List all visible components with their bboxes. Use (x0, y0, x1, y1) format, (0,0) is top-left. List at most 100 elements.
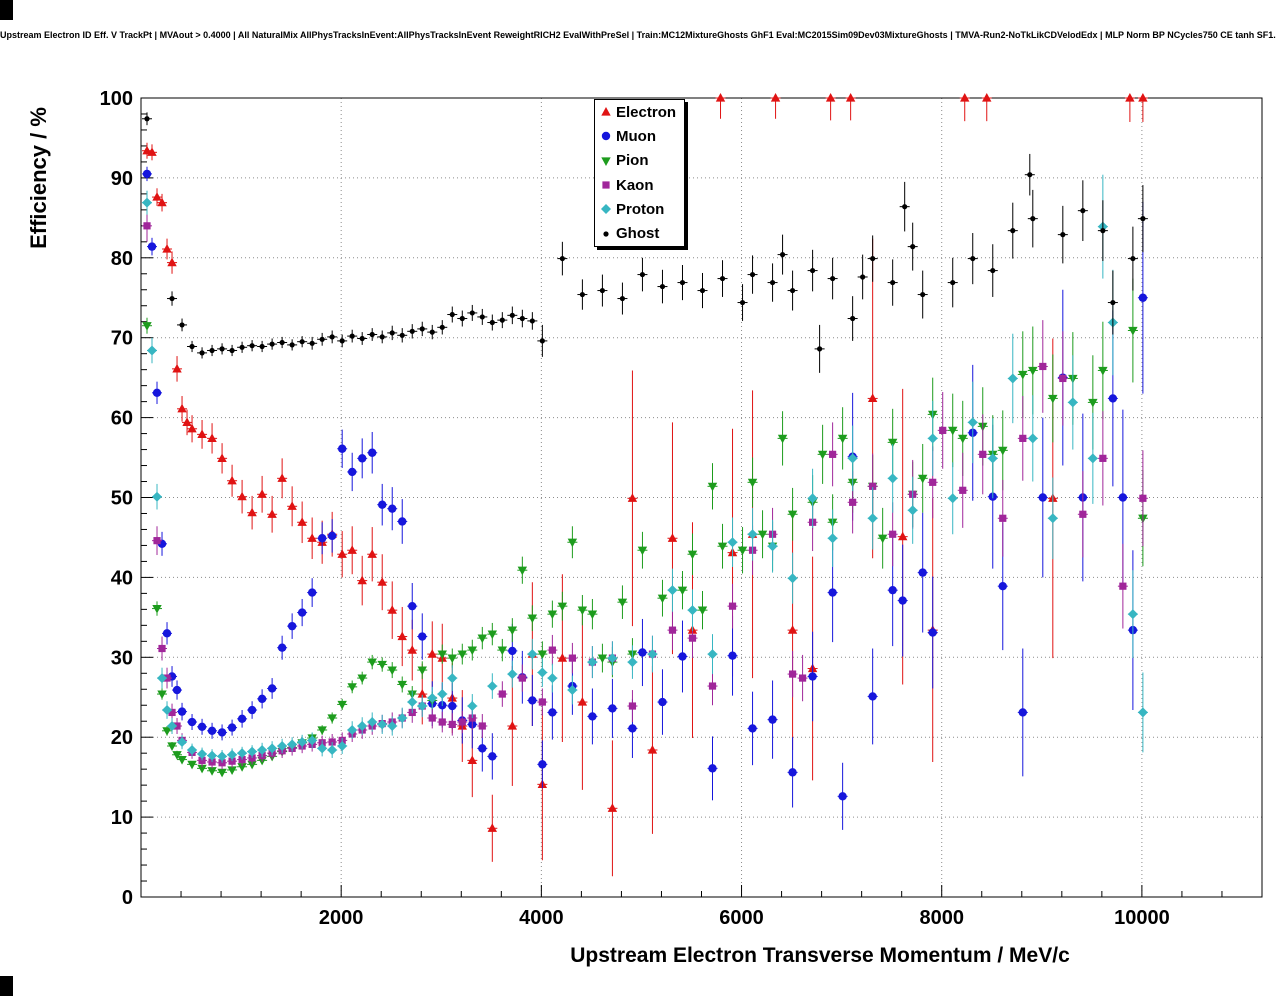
y-tick-label: 60 (111, 408, 133, 430)
data-point-marker (678, 652, 687, 661)
data-point-marker (507, 669, 518, 680)
data-point-marker (368, 448, 377, 457)
canvas-corner-artifact-bottom (0, 976, 13, 996)
kaon-marker-icon (602, 181, 610, 189)
data-point-marker (960, 93, 970, 102)
data-point-marker (267, 509, 277, 518)
data-point-marker (337, 700, 347, 710)
data-point-marker (467, 701, 478, 712)
canvas-corner-artifact-top (0, 0, 13, 20)
data-point-marker (699, 287, 706, 294)
data-point-marker (429, 329, 435, 335)
data-point-marker (378, 500, 387, 509)
data-point-marker (377, 719, 388, 730)
data-point-marker (838, 792, 847, 801)
data-point-marker (628, 724, 637, 733)
series-proton (142, 174, 1148, 763)
data-point-marker (619, 295, 626, 302)
legend-label: Pion (616, 152, 649, 170)
data-point-marker (1030, 216, 1036, 222)
data-point-marker (189, 343, 195, 350)
data-point-marker (601, 204, 611, 215)
data-point-marker (602, 181, 610, 189)
data-point-marker (697, 606, 708, 616)
data-point-marker (152, 192, 162, 201)
data-point-marker (1125, 93, 1135, 102)
data-point-marker (259, 343, 265, 350)
data-point-marker (439, 324, 445, 330)
data-point-marker (237, 491, 247, 501)
data-point-marker (1048, 394, 1058, 404)
data-point-marker (601, 157, 611, 166)
data-point-marker (437, 650, 447, 660)
data-point-marker (557, 602, 568, 612)
data-point-marker (1060, 232, 1066, 238)
data-point-marker (158, 644, 166, 653)
gridlines (141, 98, 1262, 897)
data-point-marker (157, 690, 167, 700)
data-point-marker (607, 653, 618, 664)
data-point-marker (179, 322, 185, 328)
data-point-marker (817, 346, 823, 352)
data-point-marker (617, 598, 628, 608)
data-point-marker (1027, 172, 1033, 178)
data-point-marker (498, 690, 506, 698)
data-point-marker (289, 342, 295, 348)
data-point-marker (627, 657, 638, 668)
data-point-marker (509, 312, 515, 318)
data-point-marker (357, 674, 367, 684)
y-tick-label: 10 (111, 807, 133, 829)
data-point-marker (152, 388, 162, 398)
data-point-marker (747, 478, 758, 488)
data-point-marker (267, 684, 277, 693)
data-point-marker (257, 694, 267, 704)
data-point-marker (1119, 582, 1127, 590)
data-point-marker (357, 721, 368, 732)
data-point-marker (917, 474, 928, 484)
data-point-marker (317, 726, 327, 736)
data-point-marker (837, 434, 848, 444)
data-point-marker (468, 714, 476, 722)
data-point-marker (668, 626, 677, 634)
data-point-marker (398, 517, 407, 526)
data-point-marker (897, 531, 908, 541)
data-point-marker (417, 701, 428, 712)
data-point-marker (173, 722, 181, 730)
data-point-marker (169, 295, 175, 302)
data-point-marker (478, 722, 486, 730)
data-point-marker (757, 530, 768, 540)
data-point-marker (770, 93, 781, 102)
data-point-marker (990, 267, 996, 274)
data-point-marker (519, 315, 525, 322)
data-point-marker (787, 625, 798, 634)
data-point-marker (708, 682, 717, 690)
data-point-marker (657, 594, 668, 604)
data-point-marker (547, 673, 558, 684)
data-point-marker (297, 517, 307, 526)
data-point-marker (428, 714, 436, 722)
data-point-marker (397, 680, 407, 690)
data-point-marker (528, 696, 537, 705)
data-point-marker (787, 510, 798, 520)
data-point-marker (1018, 708, 1027, 717)
data-point-marker (958, 434, 968, 444)
y-axis-title: Efficiency / % (26, 107, 51, 249)
data-point-marker (347, 467, 357, 477)
data-point-marker (527, 649, 538, 660)
y-tick-label: 0 (122, 887, 133, 909)
data-point-marker (737, 546, 748, 556)
data-point-marker (628, 702, 637, 710)
data-point-marker (157, 197, 167, 207)
data-point-marker (307, 588, 317, 597)
data-point-marker (197, 748, 208, 759)
data-point-marker (970, 255, 976, 262)
data-point-marker (357, 575, 367, 585)
data-point-marker (658, 697, 667, 707)
data-point-marker (898, 596, 907, 605)
data-point-marker (277, 643, 287, 652)
data-point-marker (1138, 93, 1148, 102)
data-point-marker (237, 748, 248, 759)
data-point-marker (567, 538, 578, 548)
data-point-marker (448, 701, 457, 711)
